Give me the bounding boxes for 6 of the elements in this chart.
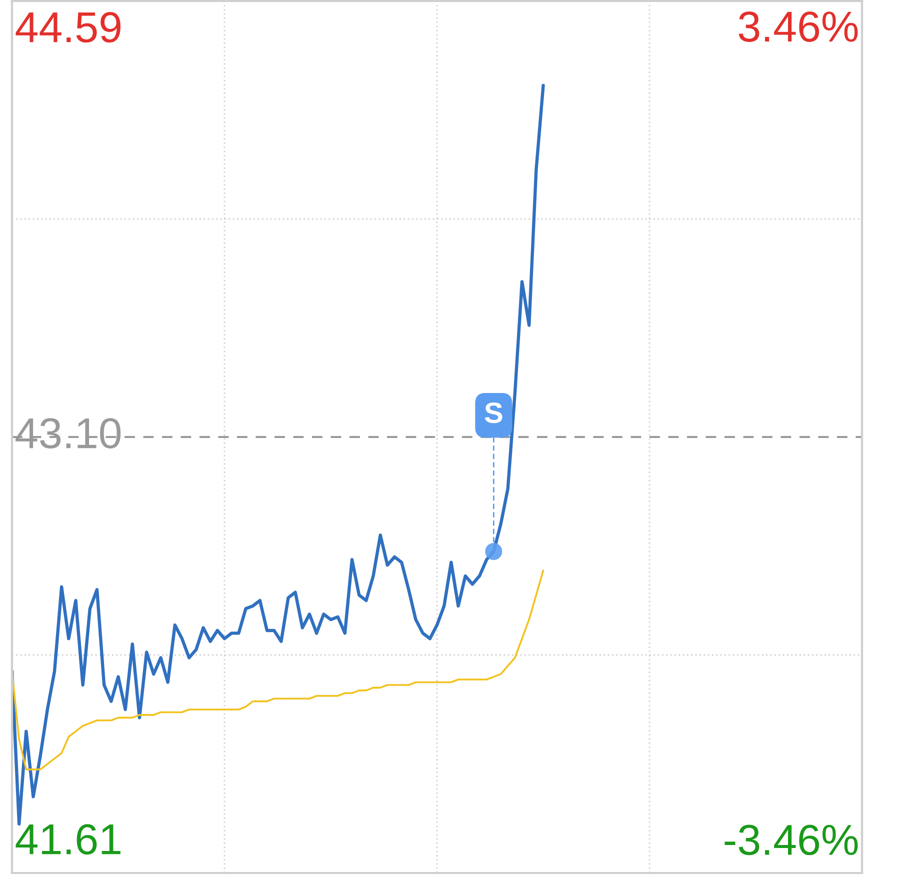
- ref-line-label: 43.10: [16, 418, 121, 449]
- y-tick-label: 44.59: [16, 12, 120, 43]
- y2-tick-label: -3.46%: [724, 824, 858, 856]
- annotation: S: [484, 402, 502, 424]
- y2-tick-label: 3.46%: [738, 11, 858, 42]
- y-tick-label: 41.61: [16, 824, 120, 855]
